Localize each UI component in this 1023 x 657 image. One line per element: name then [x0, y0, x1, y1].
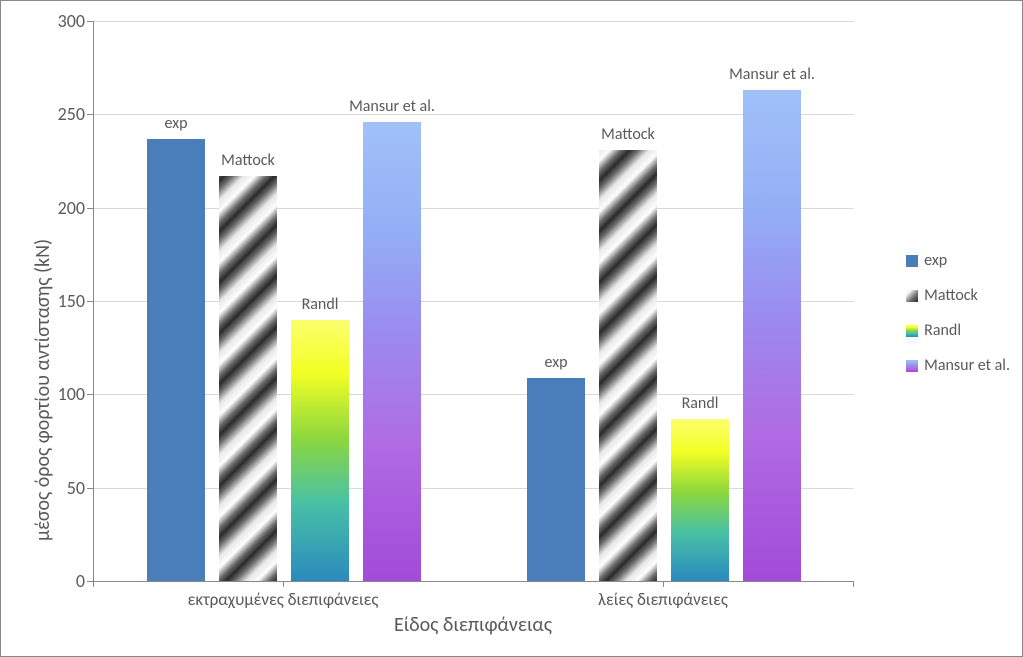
gridline — [94, 301, 854, 302]
x-axis-title: Είδος διεπιφάνειας — [93, 613, 853, 637]
y-tick — [87, 208, 93, 209]
legend-swatch — [906, 325, 918, 337]
legend-label: Mansur et al. — [924, 356, 1010, 375]
y-tick — [87, 21, 93, 22]
bar — [147, 139, 205, 581]
legend-item: Mansur et al. — [906, 356, 1010, 375]
bar — [743, 90, 801, 581]
plot-area: exp Mattock Randl Mansur et al. exp Mattock Ra… — [93, 21, 854, 582]
legend-label: Mattock — [924, 286, 978, 305]
y-tick — [87, 114, 93, 115]
y-tick-label: 200 — [35, 197, 85, 219]
bar — [291, 320, 349, 581]
y-tick — [87, 301, 93, 302]
chart-frame: exp Mattock Randl Mansur et al. exp Mattock Ra… — [0, 0, 1023, 657]
x-tick — [93, 581, 94, 587]
bar — [527, 378, 585, 581]
bar-series-label: Randl — [260, 295, 380, 314]
y-tick — [87, 394, 93, 395]
bar — [219, 176, 277, 581]
bar-series-label: exp — [496, 353, 616, 372]
y-tick-label: 100 — [35, 383, 85, 405]
y-tick-label: 250 — [35, 103, 85, 125]
legend-item: exp — [906, 251, 1010, 270]
gridline — [94, 208, 854, 209]
legend-label: exp — [924, 251, 947, 270]
y-tick-label: 300 — [35, 10, 85, 32]
bar-series-label: Mansur et al. — [332, 97, 452, 116]
legend-item: Randl — [906, 321, 1010, 340]
x-category-label: λείες διεπιφάνειες — [513, 589, 813, 610]
legend-swatch — [906, 360, 918, 372]
x-tick — [853, 581, 854, 587]
gridline — [94, 21, 854, 22]
y-tick-label: 150 — [35, 290, 85, 312]
legend-swatch — [906, 290, 918, 302]
bar-series-label: Randl — [640, 394, 760, 413]
legend: exp Mattock Randl Mansur et al. — [906, 251, 1010, 391]
bar — [363, 122, 421, 581]
bar-series-label: exp — [116, 114, 236, 133]
y-tick-label: 0 — [35, 570, 85, 592]
legend-label: Randl — [924, 321, 961, 340]
y-tick — [87, 488, 93, 489]
x-category-label: εκτραχυμένες διεπιφάνειες — [133, 589, 433, 610]
bar-series-label: Mansur et al. — [712, 65, 832, 84]
legend-swatch — [906, 255, 918, 267]
x-tick — [283, 581, 284, 587]
bar-series-label: Mattock — [568, 125, 688, 144]
bar — [599, 150, 657, 581]
bar-series-label: Mattock — [188, 151, 308, 170]
gridline — [94, 488, 854, 489]
x-tick — [663, 581, 664, 587]
y-tick-label: 50 — [35, 477, 85, 499]
bar — [671, 419, 729, 581]
legend-item: Mattock — [906, 286, 1010, 305]
